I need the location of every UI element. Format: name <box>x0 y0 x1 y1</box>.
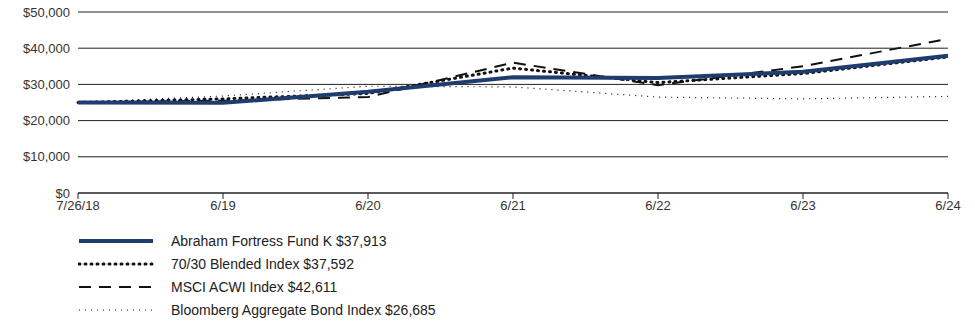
html-text:Bloomberg Aggregate Bond Index: Bloomberg Aggregate Bond Index $26,685 <box>171 301 436 318</box>
svg-text:$40,000: $40,000 <box>23 41 70 56</box>
svg-text:$50,000: $50,000 <box>23 5 70 20</box>
svg-text:$0: $0 <box>56 186 70 201</box>
html-text:MSCI ACWI Index $42,611: MSCI ACWI Index $42,611 <box>171 278 338 295</box>
svg-text:$30,000: $30,000 <box>23 77 70 92</box>
svg-text:6/23: 6/23 <box>790 198 815 213</box>
svg-text:6/22: 6/22 <box>645 198 670 213</box>
html-text:70/30 Blended Index $37,592: 70/30 Blended Index $37,592 <box>171 255 354 272</box>
svg-text:6/20: 6/20 <box>355 198 380 213</box>
svg-text:6/24: 6/24 <box>935 198 960 213</box>
svg-text:$20,000: $20,000 <box>23 113 70 128</box>
html-text:Abraham Fortress Fund K $37,91: Abraham Fortress Fund K $37,913 <box>171 232 387 249</box>
svg-text:7/26/18: 7/26/18 <box>56 198 100 214</box>
svg-text:6/21: 6/21 <box>500 198 525 213</box>
svg-text:$10,000: $10,000 <box>23 149 70 164</box>
svg-text:6/19: 6/19 <box>210 198 235 213</box>
